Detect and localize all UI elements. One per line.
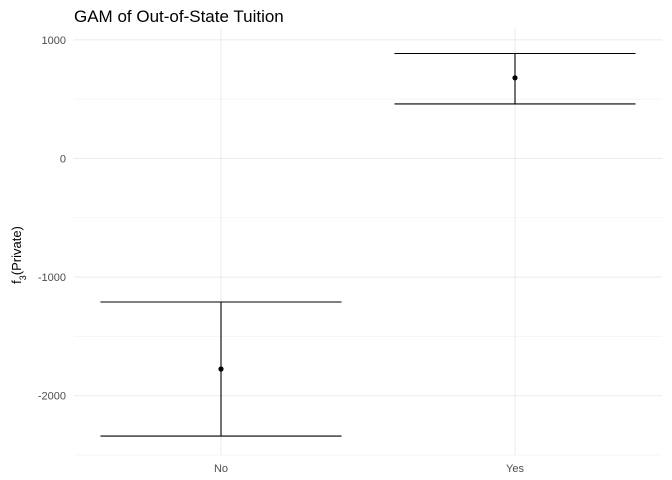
y-axis-title-rest: (Private) bbox=[9, 226, 24, 275]
y-axis-title: f3(Private) bbox=[9, 226, 28, 284]
y-tick-label: 0 bbox=[60, 153, 66, 165]
estimate-point bbox=[512, 75, 518, 81]
y-tick-label: -1000 bbox=[38, 272, 66, 284]
y-tick-label: 1000 bbox=[42, 35, 66, 47]
y-axis-title-main: f bbox=[9, 280, 24, 284]
grid bbox=[74, 28, 662, 456]
marks bbox=[100, 52, 636, 437]
y-tick-label: -2000 bbox=[38, 391, 66, 403]
y-axis-title-subscript: 3 bbox=[18, 275, 28, 280]
x-tick-label: Yes bbox=[506, 463, 524, 475]
chart-title: GAM of Out-of-State Tuition bbox=[74, 7, 284, 26]
estimate-point bbox=[218, 366, 224, 372]
ticks: 1000 0 -1000 -2000 No Yes bbox=[38, 35, 525, 475]
x-tick-label: No bbox=[214, 463, 228, 475]
